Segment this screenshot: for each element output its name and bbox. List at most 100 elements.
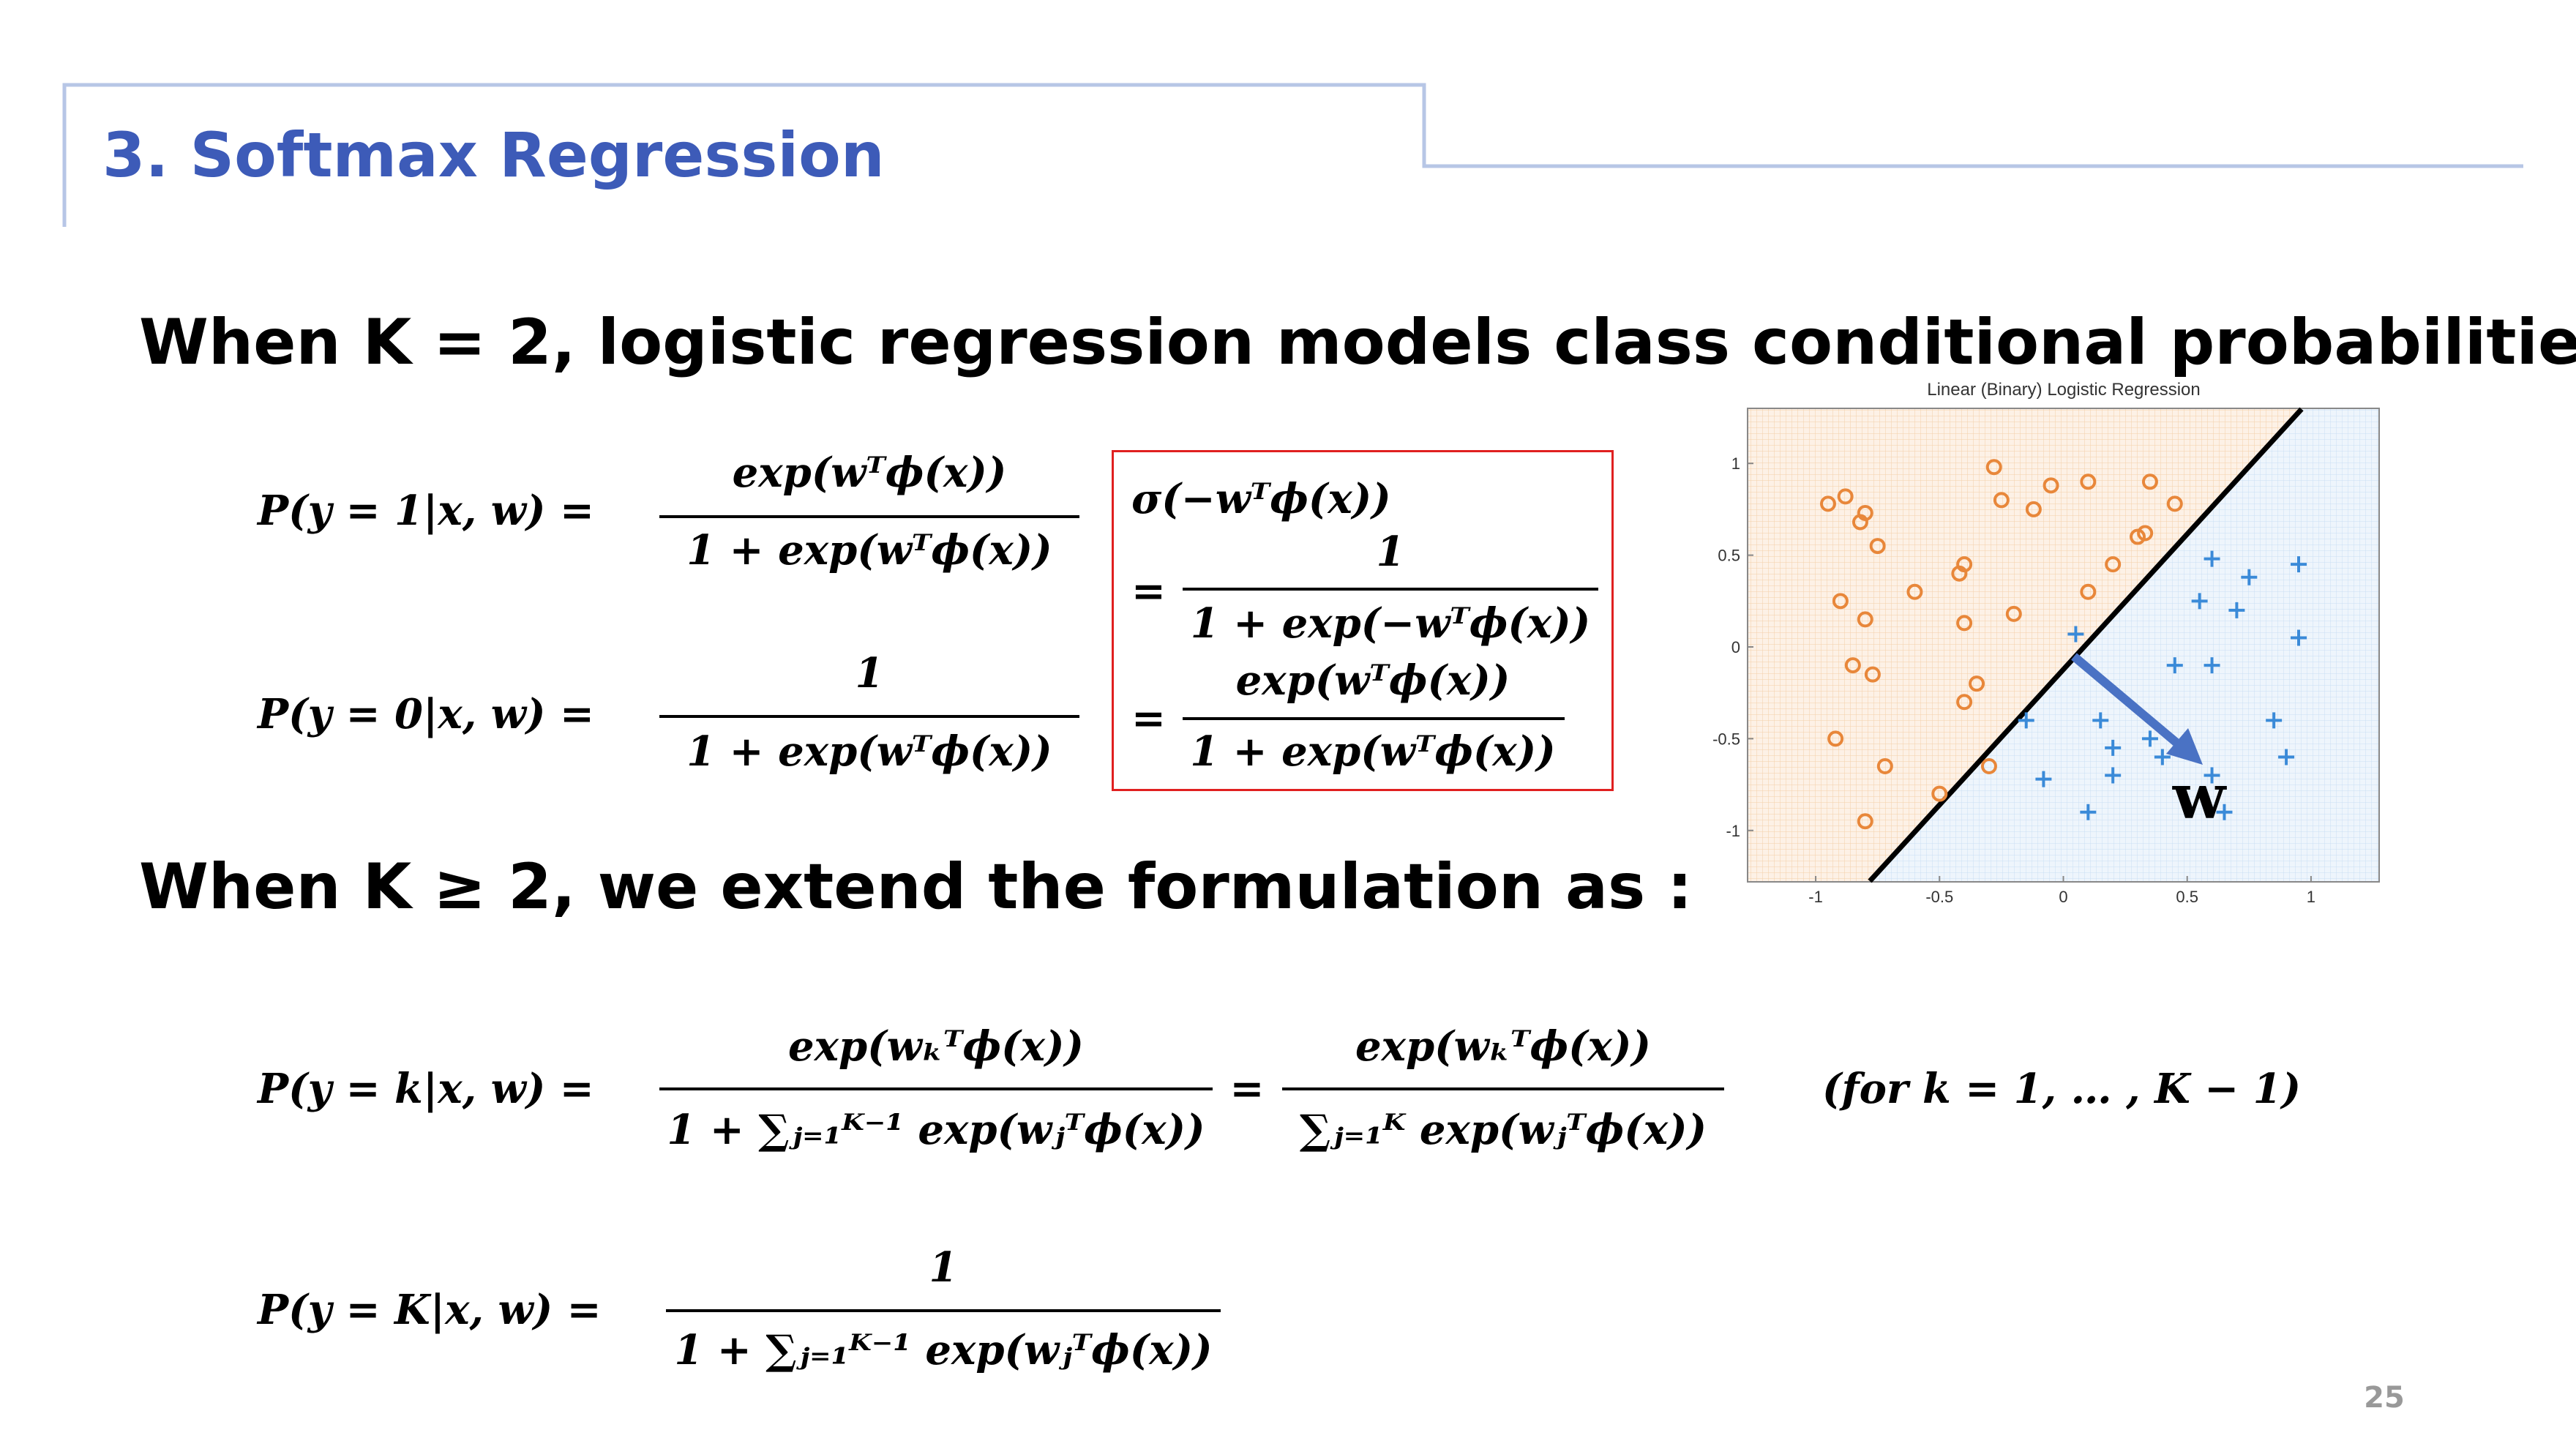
denominator: 1 + exp(−wᵀϕ(x)) <box>1190 599 1591 648</box>
equation-lhs: P(y = 1|x, w) = <box>258 487 594 535</box>
equals: = <box>1131 694 1166 743</box>
fraction-bar <box>659 715 1079 718</box>
point <box>1857 813 1873 830</box>
point <box>2018 712 2034 729</box>
numerator: exp(wₖᵀϕ(x)) <box>787 1022 1085 1071</box>
point <box>2166 495 2183 512</box>
point <box>1864 666 1881 683</box>
point <box>1832 593 1849 610</box>
equals: = <box>1229 1065 1265 1113</box>
point <box>2291 556 2307 573</box>
page-number: 25 <box>2364 1381 2405 1415</box>
scatter-figure: w Linear (Binary) Logistic Regression -1… <box>1712 380 2380 906</box>
point <box>2025 501 2042 517</box>
denominator: 1 + ∑ⱼ₌₁ᴷ⁻¹ exp(wⱼᵀϕ(x)) <box>667 1106 1205 1154</box>
figure-title: Linear (Binary) Logistic Regression <box>1927 380 2201 400</box>
header-border <box>62 83 2523 227</box>
point <box>2191 593 2208 610</box>
point <box>2278 749 2295 765</box>
point <box>2105 767 2122 784</box>
y-tick-label: 1 <box>1731 454 1740 473</box>
fraction-bar <box>1282 1087 1724 1090</box>
highlight-box <box>1112 450 1614 791</box>
point <box>2141 730 2158 747</box>
denominator: 1 + exp(wᵀϕ(x)) <box>686 526 1052 574</box>
y-tick-label: 0.5 <box>1718 547 1740 565</box>
point <box>2137 525 2154 542</box>
equation-lhs: P(y = k|x, w) = <box>258 1065 594 1113</box>
point <box>1876 758 1893 775</box>
decision-boundary <box>1868 407 2304 883</box>
point <box>1837 488 1854 505</box>
fraction-bar <box>666 1309 1221 1312</box>
x-tick-label: -1 <box>1808 888 1823 906</box>
point <box>2204 767 2220 784</box>
point <box>1819 495 1836 512</box>
fraction-bar <box>1183 588 1598 591</box>
point <box>1969 675 1985 692</box>
x-tick-label: -0.5 <box>1925 888 1953 906</box>
condition: (for k = 1, … , K − 1) <box>1822 1065 2302 1113</box>
point <box>1906 583 1923 600</box>
point <box>2291 629 2307 646</box>
denominator: ∑ⱼ₌₁ᴷ exp(wⱼᵀϕ(x)) <box>1299 1106 1707 1154</box>
point <box>1852 514 1868 531</box>
fraction-bar <box>659 1087 1213 1090</box>
x-tick-label: 1 <box>2307 888 2315 906</box>
point <box>2241 569 2258 585</box>
fraction-bar <box>659 515 1079 518</box>
y-tick-label: -0.5 <box>1712 730 1740 748</box>
numerator: exp(wₖᵀϕ(x)) <box>1355 1022 1652 1071</box>
denominator: 1 + exp(wᵀϕ(x)) <box>686 727 1052 776</box>
point <box>2204 657 2220 674</box>
point <box>2154 749 2171 765</box>
numerator: 1 <box>929 1243 958 1292</box>
numerator: 1 <box>1376 528 1405 576</box>
point <box>2105 556 2122 573</box>
sigmoid-head: σ(−wᵀϕ(x)) <box>1131 475 1391 523</box>
point <box>1956 615 1973 632</box>
slide-title: 3. Softmax Regression <box>102 119 885 191</box>
point <box>1956 694 1973 711</box>
point <box>1993 492 2010 509</box>
equation-lhs: P(y = 0|x, w) = <box>258 690 594 738</box>
equation-lhs: P(y = K|x, w) = <box>258 1286 602 1334</box>
point <box>1980 758 1997 775</box>
point <box>1869 538 1886 555</box>
point <box>1857 611 1873 628</box>
point <box>2141 473 2158 490</box>
arrow-head <box>2166 728 2203 765</box>
point <box>2166 657 2183 674</box>
numerator: exp(wᵀϕ(x)) <box>732 449 1007 497</box>
point <box>2067 626 2084 643</box>
equals: = <box>1131 567 1166 615</box>
y-tick-label: -1 <box>1726 822 1740 840</box>
denominator: 1 + exp(wᵀϕ(x)) <box>1190 727 1556 776</box>
point <box>1844 657 1861 674</box>
y-tick-label: 0 <box>1731 638 1740 656</box>
point <box>2266 712 2283 729</box>
point <box>2105 739 2122 756</box>
vector-label: w <box>2172 760 2227 833</box>
region-blue <box>1870 408 2379 882</box>
paragraph: When K = 2, logistic regression models c… <box>139 306 2576 379</box>
fraction-bar <box>1183 717 1565 720</box>
point <box>2228 602 2245 618</box>
numerator: exp(wᵀϕ(x)) <box>1235 656 1510 705</box>
point <box>2035 771 2052 787</box>
numerator: 1 <box>855 649 884 697</box>
point <box>2216 804 2233 820</box>
region-orange <box>1748 408 2302 882</box>
point <box>1956 556 1973 573</box>
point <box>1985 459 2002 476</box>
point <box>2043 477 2059 494</box>
weight-arrow <box>2071 653 2187 753</box>
point <box>2080 473 2097 490</box>
paragraph: When K ≥ 2, we extend the formulation as… <box>139 850 1693 924</box>
point <box>2092 712 2109 729</box>
points <box>1819 459 2307 830</box>
x-tick-label: 0.5 <box>2176 888 2198 906</box>
x-tick-label: 0 <box>2059 888 2067 906</box>
